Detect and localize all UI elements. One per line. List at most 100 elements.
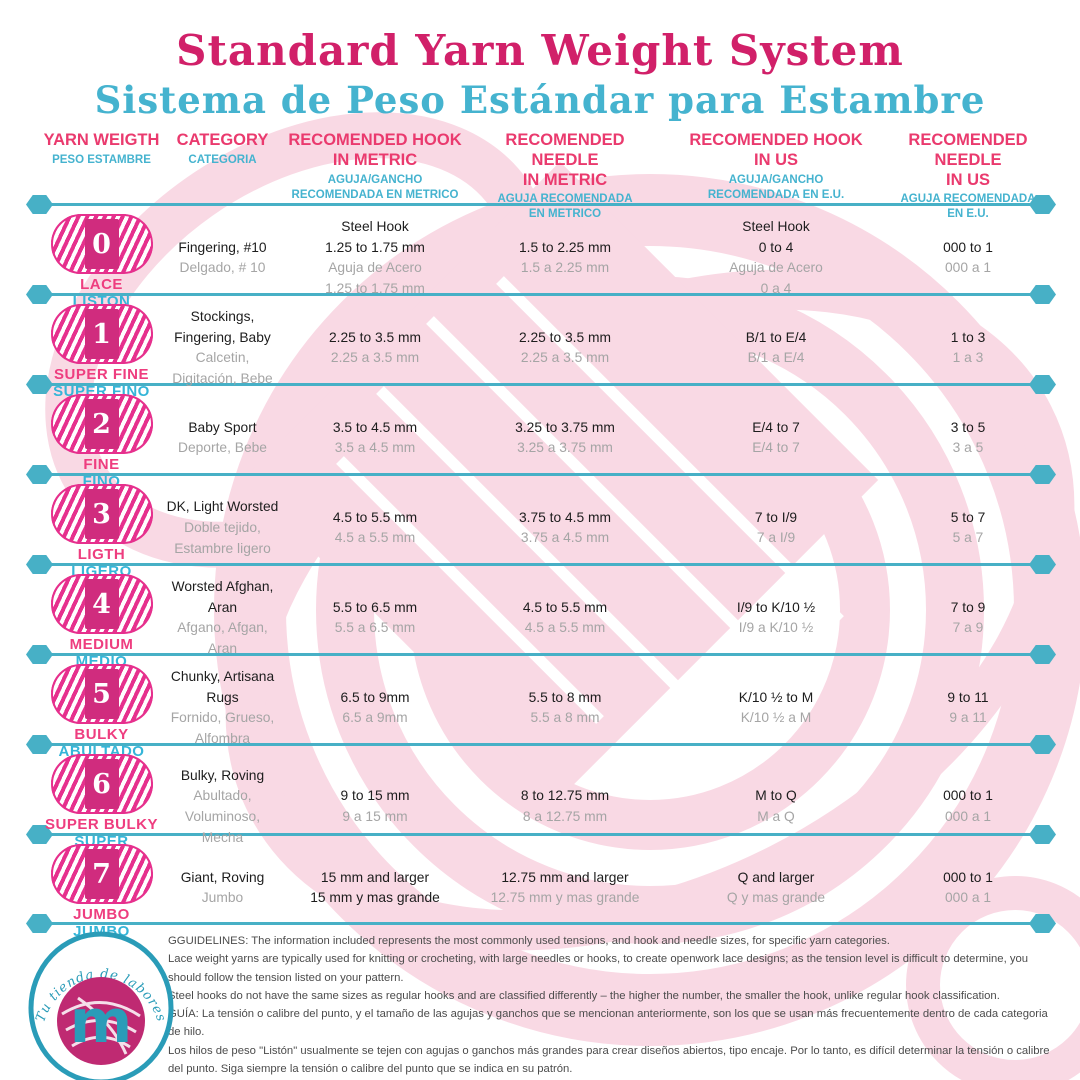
hook-us-en: Q and larger	[737, 869, 815, 885]
weight-name-en: LACE	[80, 276, 123, 293]
header-category: CATEGORY CATEGORIA	[165, 131, 280, 168]
weight-name-en: LIGTH	[77, 546, 126, 563]
hook-us-en: K/10 ½ to M	[738, 689, 814, 705]
hexagon-connector-icon	[26, 375, 53, 394]
header-hook-us: RECOMENDED HOOK IN US AGUJA/GANCHO RECOM…	[660, 131, 892, 202]
hook-us-en: I/9 to K/10 ½	[736, 599, 816, 615]
yarn-skein-icon: 0	[50, 214, 153, 274]
row-divider	[26, 825, 1056, 844]
guideline-line: Los hilos de peso "Listón" usualmente se…	[168, 1044, 1050, 1076]
row-divider	[26, 285, 1056, 304]
header-en: RECOMENDED NEEDLE IN US	[908, 131, 1028, 189]
needle-us-en: 7 to 9	[950, 599, 986, 615]
header-es: CATEGORIA	[188, 153, 257, 166]
hook-us-es: 7 a I/9	[756, 530, 796, 546]
header-en: YARN WEIGTH	[43, 131, 160, 149]
category-en: Baby Sport	[188, 419, 257, 435]
hook-metric-es: 2.25 a 3.5 mm	[330, 350, 420, 366]
needle-us-es: 000 a 1	[944, 808, 992, 824]
needle-metric-en: 5.5 to 8 mm	[528, 689, 602, 705]
yarn-skein-icon: 1	[50, 304, 153, 364]
header-en: RECOMENDED HOOK IN US	[689, 131, 863, 169]
needle-us-es: 3 a 5	[952, 440, 984, 456]
needle-us-en: 5 to 7	[950, 509, 986, 525]
hook-metric-es: Aguja de Acero 1.25 to 1.75 mm	[325, 260, 425, 296]
yarn-weight-number: 0	[84, 219, 119, 269]
hook-metric-en: 15 mm and larger 15 mm y mas grande	[310, 869, 440, 906]
hook-us-en: B/1 to E/4	[745, 329, 807, 345]
guidelines-text: GGUIDELINES: The information included re…	[168, 932, 1050, 1080]
guideline-line: Lace weight yarns are typically used for…	[168, 953, 1029, 984]
yarn-row-5: 5 BULKY ABULTADO Chunky, Artisana Rugs Forn…	[38, 656, 1044, 760]
category-es: Fornido, Grueso, Alfombra	[170, 710, 275, 746]
yarn-weight-number: 2	[84, 399, 119, 449]
needle-us-es: 5 a 7	[952, 530, 984, 546]
guideline-line: GGUIDELINES: The information included re…	[168, 935, 890, 947]
needle-metric-en: 4.5 to 5.5 mm	[522, 599, 608, 615]
category-en: Stockings, Fingering, Baby	[174, 308, 271, 345]
category-en: Giant, Roving	[180, 869, 265, 885]
row-divider	[26, 914, 1056, 933]
row-divider	[26, 645, 1056, 664]
needle-metric-es: 3.75 a 4.5 mm	[520, 530, 610, 546]
header-es: AGUJA/GANCHO RECOMENDADA EN METRICO	[291, 173, 459, 201]
yarn-row-2: 2 FINE FINO Baby Sport Deporte, Bebe 3.5 to…	[38, 386, 1044, 490]
yarn-skein-icon: 7	[50, 844, 153, 904]
hook-metric-es: 9 a 15 mm	[342, 808, 408, 824]
needle-us-en: 9 to 11	[947, 689, 989, 705]
table-header-row: YARN WEIGTH PESO ESTAMBRE CATEGORY CATEG…	[38, 131, 1044, 222]
yarn-weight-number: 4	[84, 579, 119, 629]
needle-metric-es: 1.5 a 2.25 mm	[520, 260, 610, 276]
needle-metric-es: 3.25 a 3.75 mm	[517, 440, 613, 456]
needle-us-en: 000 to 1	[943, 788, 993, 804]
category-en: DK, Light Worsted	[166, 499, 279, 515]
hook-us-es: I/9 a K/10 ½	[738, 620, 814, 636]
header-es: AGUJA RECOMENDADA EN E.U.	[900, 193, 1036, 221]
hook-metric-en: 3.5 to 4.5 mm	[332, 419, 418, 435]
header-es: PESO ESTAMBRE	[52, 153, 151, 166]
hexagon-connector-icon	[1029, 645, 1056, 664]
hook-us-en: 7 to I/9	[754, 509, 798, 525]
hexagon-connector-icon	[1029, 825, 1056, 844]
row-divider	[26, 555, 1056, 574]
needle-metric-es: 5.5 a 8 mm	[530, 710, 600, 726]
hook-metric-es: 4.5 a 5.5 mm	[334, 530, 416, 546]
hook-metric-en: 5.5 to 6.5 mm	[332, 599, 418, 615]
needle-us-es: 000 a 1	[944, 260, 992, 276]
hook-us-en: E/4 to 7	[752, 419, 800, 435]
yarn-weight-number: 7	[84, 849, 119, 899]
store-logo: Tu tienda de labores m	[28, 931, 174, 1080]
header-needle-metric: RECOMENDED NEEDLE IN METRIC AGUJA RECOME…	[470, 131, 660, 222]
weight-name-en: BULKY	[74, 726, 129, 743]
weight-name-en: MEDIUM	[69, 636, 134, 653]
category-en: Worsted Afghan, Aran	[171, 578, 274, 615]
needle-us-es: 7 a 9	[952, 620, 984, 636]
category-es: Jumbo	[201, 890, 244, 906]
yarn-skein-icon: 2	[50, 394, 153, 454]
yarn-skein-icon: 5	[50, 664, 153, 724]
row-divider	[26, 735, 1056, 754]
header-yarn-weight: YARN WEIGTH PESO ESTAMBRE	[38, 131, 165, 168]
category-en: Bulky, Roving	[180, 767, 265, 783]
needle-metric-en: 8 to 12.75 mm	[520, 788, 610, 804]
hook-metric-es: 3.5 a 4.5 mm	[334, 440, 416, 456]
hook-us-en: Steel Hook 0 to 4	[742, 218, 810, 255]
weight-name-en: SUPER FINE	[53, 366, 149, 383]
yarn-weight-number: 6	[84, 759, 119, 809]
hexagon-connector-icon	[26, 735, 53, 754]
needle-us-en: 000 to 1	[943, 869, 993, 885]
hexagon-connector-icon	[1029, 465, 1056, 484]
hexagon-connector-icon	[1029, 735, 1056, 754]
needle-metric-es: 12.75 mm y mas grande	[490, 890, 640, 906]
yarn-weight-number: 1	[84, 309, 119, 359]
needle-metric-en: 2.25 to 3.5 mm	[518, 329, 612, 345]
needle-us-en: 3 to 5	[950, 419, 986, 435]
weight-name-en: JUMBO	[73, 906, 130, 923]
category-es: Calcetin, Digitación, Bebe	[172, 350, 273, 386]
hook-metric-en: 2.25 to 3.5 mm	[328, 329, 422, 345]
needle-metric-en: 12.75 mm and larger	[501, 869, 629, 885]
yarn-row-0: 0 LACE LISTON Fingering, #10 Delgado, # 10 …	[38, 206, 1044, 310]
hexagon-connector-icon	[1029, 555, 1056, 574]
